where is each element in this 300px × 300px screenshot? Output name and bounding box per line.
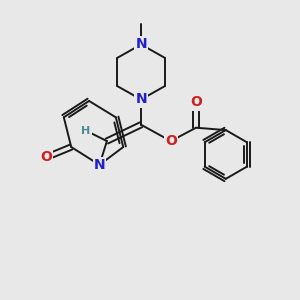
- Text: N: N: [94, 158, 105, 172]
- Text: N: N: [135, 92, 147, 106]
- Text: H: H: [82, 126, 91, 136]
- Text: O: O: [190, 95, 202, 110]
- Text: O: O: [165, 134, 177, 148]
- Text: O: O: [40, 150, 52, 164]
- Text: N: N: [135, 38, 147, 52]
